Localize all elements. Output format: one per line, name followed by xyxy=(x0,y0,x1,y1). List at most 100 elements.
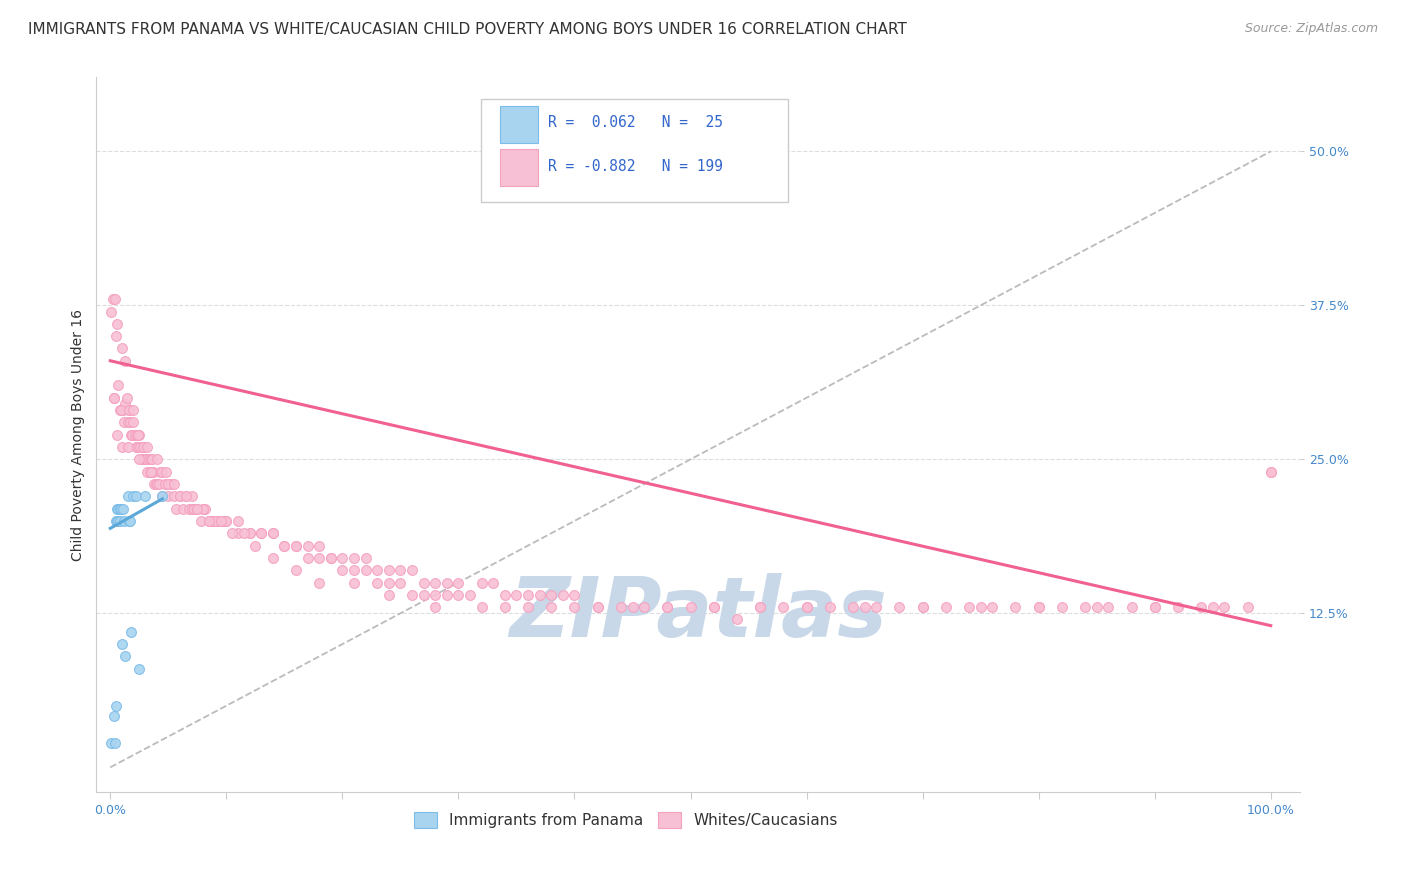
Point xyxy=(103,391,125,405)
Point xyxy=(198,514,221,528)
Point xyxy=(132,440,155,454)
Point xyxy=(127,440,149,454)
Point xyxy=(152,489,174,503)
Point xyxy=(141,465,163,479)
Point xyxy=(319,550,342,565)
Point xyxy=(215,514,238,528)
Point xyxy=(157,489,180,503)
Point xyxy=(471,575,494,590)
Point xyxy=(110,403,132,417)
Point xyxy=(1028,600,1050,615)
Point xyxy=(911,600,934,615)
Point xyxy=(159,477,181,491)
Point xyxy=(471,600,494,615)
Point xyxy=(343,550,366,565)
Point xyxy=(103,391,125,405)
Point xyxy=(1202,600,1225,615)
Point xyxy=(297,550,319,565)
Point xyxy=(1085,600,1108,615)
Point xyxy=(105,514,128,528)
Point xyxy=(447,575,470,590)
Point xyxy=(1189,600,1212,615)
Point xyxy=(226,526,249,541)
Point xyxy=(1097,600,1119,615)
Point xyxy=(212,514,235,528)
Point xyxy=(505,588,527,602)
Point xyxy=(108,501,131,516)
Text: R =  0.062   N =  25: R = 0.062 N = 25 xyxy=(548,115,723,130)
Point xyxy=(127,427,149,442)
Point xyxy=(139,452,162,467)
Point xyxy=(319,550,342,565)
Point xyxy=(749,600,772,615)
Point xyxy=(749,600,772,615)
Point xyxy=(911,600,934,615)
Point xyxy=(131,452,153,467)
Point xyxy=(183,501,205,516)
Point xyxy=(115,391,138,405)
Point xyxy=(104,736,127,750)
Point xyxy=(425,588,447,602)
Point xyxy=(112,416,135,430)
Point xyxy=(354,550,377,565)
Point xyxy=(107,514,129,528)
Point xyxy=(128,427,150,442)
Point xyxy=(262,526,284,541)
Point xyxy=(529,588,551,602)
Point xyxy=(517,588,540,602)
Point xyxy=(148,477,170,491)
Point xyxy=(107,501,129,516)
Point xyxy=(389,575,412,590)
Point xyxy=(163,489,186,503)
Point xyxy=(204,514,226,528)
FancyBboxPatch shape xyxy=(481,99,789,202)
Point xyxy=(205,514,228,528)
Point xyxy=(621,600,644,615)
Point xyxy=(657,600,679,615)
Point xyxy=(157,477,180,491)
Point xyxy=(633,600,655,615)
Point xyxy=(354,563,377,577)
Point xyxy=(103,708,125,723)
Point xyxy=(169,489,191,503)
Point xyxy=(117,440,139,454)
Point xyxy=(273,539,295,553)
FancyBboxPatch shape xyxy=(499,106,538,144)
Point xyxy=(120,624,142,639)
Point xyxy=(436,588,458,602)
Point xyxy=(128,452,150,467)
Point xyxy=(172,501,194,516)
Point xyxy=(136,440,159,454)
Point xyxy=(1143,600,1166,615)
Point xyxy=(111,637,134,651)
Point xyxy=(412,588,434,602)
Point xyxy=(284,539,307,553)
Point xyxy=(152,489,174,503)
Point xyxy=(343,575,366,590)
Point xyxy=(114,353,136,368)
Point xyxy=(105,329,128,343)
Point xyxy=(679,600,702,615)
Point xyxy=(105,514,128,528)
Point xyxy=(332,563,354,577)
Point xyxy=(174,489,197,503)
Point xyxy=(142,465,165,479)
Point xyxy=(308,550,330,565)
Point xyxy=(120,427,142,442)
Point xyxy=(135,452,157,467)
Point xyxy=(169,489,191,503)
Point xyxy=(482,575,505,590)
Point xyxy=(262,526,284,541)
Point xyxy=(118,403,141,417)
Point xyxy=(366,563,388,577)
Point xyxy=(152,465,174,479)
Point xyxy=(1050,600,1073,615)
Point xyxy=(114,649,136,664)
Point xyxy=(117,416,139,430)
Point xyxy=(101,292,124,306)
Point xyxy=(191,501,214,516)
Point xyxy=(114,397,136,411)
Point xyxy=(332,550,354,565)
Point xyxy=(957,600,980,615)
Point xyxy=(796,600,818,615)
